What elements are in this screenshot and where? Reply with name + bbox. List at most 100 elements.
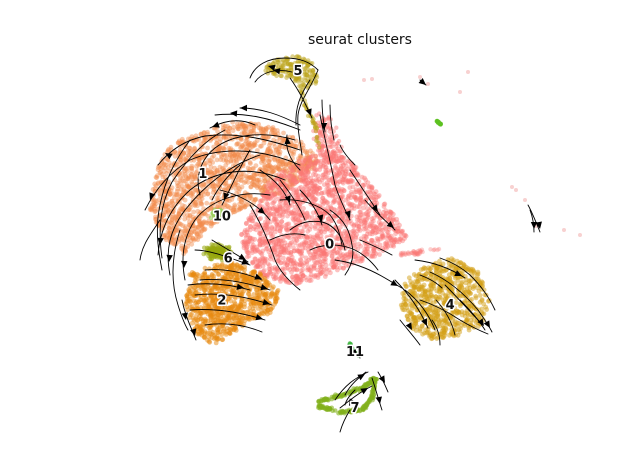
cell-point [265,178,271,183]
cell-point [173,171,179,177]
cell-point [256,183,261,189]
cell-point [227,125,233,131]
cell-point [209,219,215,225]
cell-point [231,205,236,211]
cell-point [189,174,194,180]
cell-point [328,270,333,276]
cell-point [239,131,245,137]
cell-point [228,146,234,152]
cell-point [239,205,244,211]
cell-point [380,235,386,241]
cell-point [229,197,235,202]
cell-point [149,206,155,212]
cell-point [245,165,251,171]
cell-point [292,172,298,178]
cell-point [251,143,256,149]
cell-point [276,172,282,177]
cell-point [230,209,236,215]
cell-point [275,191,281,196]
cell-point [342,228,348,234]
cell-point [339,213,345,219]
cell-point [201,181,207,186]
cell-point [299,166,304,172]
cell-point [155,167,161,173]
cell-point [266,179,271,185]
cell-point [184,182,190,188]
cell-point [202,245,207,251]
cell-point [304,224,310,230]
cell-point [221,125,226,131]
cell-point [166,168,172,174]
cell-point [199,222,204,228]
cell-point [376,219,382,225]
cell-point [208,206,213,211]
cell-point [317,111,322,116]
cell-point [291,267,296,272]
cell-point [190,291,196,297]
cell-point [186,184,191,190]
cell-point [220,122,226,128]
cell-point [466,327,472,333]
cell-point [258,228,263,234]
cell-point [252,197,258,203]
cell-point [219,165,225,171]
cell-point [180,140,186,146]
cell-point [271,276,277,282]
cell-point [283,161,289,167]
cell-point [198,233,204,239]
cell-point [260,131,266,137]
cell-point [183,157,188,162]
cell-point [297,169,303,174]
cell-point [264,207,270,213]
cell-point [291,151,296,157]
cell-point [164,156,170,162]
cell-point [290,181,296,186]
cell-point [171,237,177,243]
cell-point [241,130,247,136]
cell-point [304,150,310,156]
cell-point [198,209,203,215]
cell-point [188,232,193,238]
cell-point [309,215,315,220]
cell-point [187,145,193,151]
cell-point [278,158,284,163]
cell-point [196,218,202,224]
cell-point [273,209,278,214]
cell-point [176,211,182,217]
cell-point [237,121,243,127]
cell-point [164,233,170,239]
cell-point [184,155,190,161]
cell-point [466,278,472,283]
cell-point [236,185,241,191]
cell-point [305,213,311,219]
cell-point [295,217,301,223]
cell-point [240,143,245,149]
cell-point [425,296,431,302]
cell-point [193,170,199,176]
cell-point [266,165,272,171]
cell-point [287,170,292,176]
cell-point [152,188,158,194]
cell-point [329,254,335,259]
cell-point [274,147,279,152]
cell-point [290,168,296,174]
cell-point [267,166,272,172]
cell-point [204,200,210,206]
cell-point [400,307,406,312]
cell-point [232,181,238,187]
cell-point [251,128,256,134]
cell-point [242,141,248,147]
cell-point [170,209,176,215]
cell-point [166,230,172,236]
cell-point [288,165,294,171]
cell-point [201,192,207,198]
cell-point [277,149,283,155]
cell-point [244,229,250,235]
cell-point [220,337,226,342]
cell-point [312,162,318,168]
cell-point [199,221,205,227]
cell-point [175,140,181,146]
cell-point [276,146,282,152]
cell-point [262,260,267,266]
cell-point [223,178,229,183]
